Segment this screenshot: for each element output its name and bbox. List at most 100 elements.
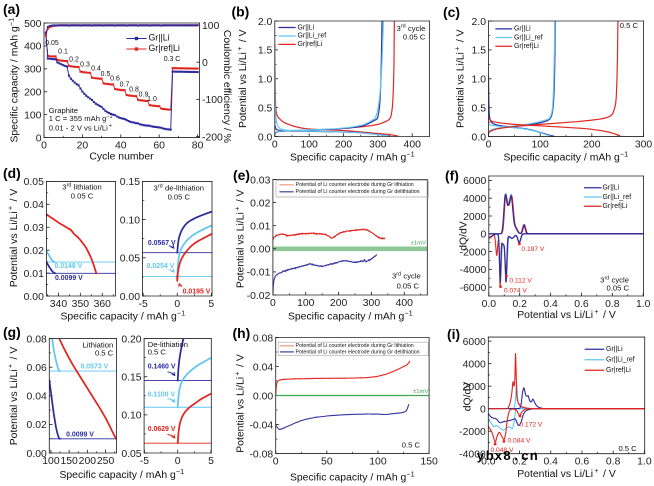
svg-text:0.01: 0.01 bbox=[24, 269, 44, 280]
svg-text:0.08: 0.08 bbox=[27, 334, 47, 345]
svg-text:100: 100 bbox=[531, 139, 549, 150]
svg-text:0.2: 0.2 bbox=[512, 299, 527, 310]
svg-text:0: 0 bbox=[481, 230, 487, 241]
svg-text:Gr||Li_ref: Gr||Li_ref bbox=[514, 34, 543, 41]
svg-text:0.1100 V: 0.1100 V bbox=[148, 392, 176, 399]
svg-text:0: 0 bbox=[41, 140, 47, 151]
svg-text:P o t e n: P o t e n t i a l v s L i / L i / V + bbox=[224, 183, 249, 288]
svg-text:(d): (d) bbox=[3, 165, 21, 181]
svg-text:0.4: 0.4 bbox=[543, 299, 558, 310]
svg-text:0.00: 0.00 bbox=[253, 391, 273, 402]
svg-text:S p e c i: S p e c i f i c c a p a c i t y / m A h … bbox=[0, 16, 23, 143]
svg-text:4000: 4000 bbox=[463, 194, 486, 205]
svg-text:P o t e n: P o t e n t i a l v s L i / L i / V + bbox=[226, 23, 251, 128]
svg-text:0.8: 0.8 bbox=[605, 299, 620, 310]
svg-text:-5: -5 bbox=[139, 299, 148, 310]
svg-text:0.05 C: 0.05 C bbox=[607, 284, 630, 293]
svg-text:200: 200 bbox=[79, 456, 97, 467]
svg-text:S p e c i: S p e c i f i c c a p a c i t y / m A h … bbox=[60, 296, 187, 325]
svg-text:0.0: 0.0 bbox=[482, 299, 497, 310]
svg-text:0.05 C: 0.05 C bbox=[71, 191, 94, 200]
svg-text:0.6: 0.6 bbox=[110, 76, 120, 83]
svg-text:360: 360 bbox=[94, 299, 112, 310]
svg-text:0.0573 V: 0.0573 V bbox=[81, 363, 109, 370]
svg-text:S p e c i: S p e c i f i c c a p a c i t y / m A h … bbox=[59, 454, 186, 483]
svg-text:S p e c i: S p e c i f i c c a p a c i t y / m A h … bbox=[290, 137, 417, 166]
svg-text:0.10: 0.10 bbox=[121, 411, 141, 422]
svg-text:6000: 6000 bbox=[463, 176, 486, 187]
svg-text:0 . 0 1: 0 . 0 1 - 2 V v s L i / L i + bbox=[49, 110, 114, 135]
svg-text:0: 0 bbox=[175, 456, 181, 467]
svg-text:0: 0 bbox=[202, 58, 208, 69]
svg-text:0.02: 0.02 bbox=[27, 420, 47, 431]
svg-text:3 d e -: 3 d e - l i t h i a t i o n r d bbox=[154, 168, 211, 196]
svg-text:0.5 C: 0.5 C bbox=[95, 348, 114, 357]
svg-text:0.15: 0.15 bbox=[121, 373, 141, 384]
svg-text:150: 150 bbox=[60, 456, 78, 467]
svg-text:0.8: 0.8 bbox=[129, 87, 139, 94]
svg-text:P o t e n: P o t e n t i a l v s L i / L i / V + bbox=[0, 183, 22, 288]
svg-text:(h): (h) bbox=[232, 325, 250, 341]
svg-text:1.0: 1.0 bbox=[472, 75, 487, 86]
svg-text:0.2: 0.2 bbox=[69, 57, 79, 64]
svg-text:150: 150 bbox=[420, 456, 438, 467]
svg-text:0.0629 V: 0.0629 V bbox=[148, 426, 176, 433]
svg-text:200: 200 bbox=[583, 139, 601, 150]
svg-text:-200: -200 bbox=[202, 132, 223, 143]
svg-text:0.04: 0.04 bbox=[253, 362, 273, 373]
svg-text:S p e c i: S p e c i f i c c a p a c i t y / m A h … bbox=[290, 457, 417, 486]
svg-text:40: 40 bbox=[115, 140, 127, 151]
svg-text:(i): (i) bbox=[447, 326, 460, 342]
svg-text:0.084 V: 0.084 V bbox=[507, 438, 531, 445]
svg-text:0.9: 0.9 bbox=[139, 92, 149, 99]
svg-text:0.08: 0.08 bbox=[253, 333, 273, 344]
svg-text:0.05: 0.05 bbox=[24, 177, 44, 188]
svg-text:0.05 C: 0.05 C bbox=[168, 193, 191, 202]
svg-text:-4000: -4000 bbox=[459, 449, 486, 460]
svg-text:0.4: 0.4 bbox=[91, 66, 101, 73]
svg-text:0.03: 0.03 bbox=[24, 223, 44, 234]
svg-text:20: 20 bbox=[77, 140, 89, 151]
svg-text:0.00: 0.00 bbox=[250, 245, 270, 256]
svg-text:0.4: 0.4 bbox=[544, 457, 559, 468]
svg-text:0: 0 bbox=[486, 139, 492, 150]
svg-text:.: . bbox=[514, 448, 518, 463]
svg-text:-0.08: -0.08 bbox=[249, 449, 273, 460]
svg-text:0: 0 bbox=[174, 299, 180, 310]
svg-text:400: 400 bbox=[404, 139, 422, 150]
svg-text:80: 80 bbox=[192, 140, 204, 151]
svg-text:(a): (a) bbox=[3, 1, 20, 17]
svg-text:Gr||Li: Gr||Li bbox=[606, 346, 623, 353]
svg-text:(g): (g) bbox=[3, 324, 21, 340]
svg-text:0.6: 0.6 bbox=[575, 457, 590, 468]
svg-text:-0.02: -0.02 bbox=[247, 291, 271, 302]
svg-text:0.05 C: 0.05 C bbox=[397, 281, 420, 290]
svg-text:0.074 V: 0.074 V bbox=[504, 287, 528, 294]
svg-text:0.3: 0.3 bbox=[80, 62, 90, 69]
svg-text:De-lithiation: De-lithiation bbox=[148, 340, 188, 349]
svg-text:Cycle number: Cycle number bbox=[89, 152, 154, 163]
svg-text:3 c y c: 3 c y c l e r d bbox=[397, 8, 432, 36]
svg-text:Gr|ref|Li: Gr|ref|Li bbox=[148, 43, 179, 53]
svg-text:0.0: 0.0 bbox=[258, 132, 273, 143]
svg-text:3 l i t: 3 l i t h i a t i o n r d bbox=[62, 167, 108, 195]
svg-text:300: 300 bbox=[24, 65, 42, 76]
svg-text:0.01: 0.01 bbox=[250, 221, 270, 232]
svg-text:Lithiation: Lithiation bbox=[83, 340, 114, 349]
svg-text:0.1460 V: 0.1460 V bbox=[148, 363, 176, 370]
svg-text:1.0: 1.0 bbox=[636, 299, 651, 310]
svg-text:3 c y c: 3 c y c l e r d bbox=[392, 255, 427, 283]
svg-text:50: 50 bbox=[321, 456, 333, 467]
svg-text:P o t e n: P o t e n t i a l v s L i / L i / V + bbox=[224, 348, 249, 453]
svg-text:y: y bbox=[477, 448, 485, 463]
svg-text:0.5 C: 0.5 C bbox=[148, 347, 167, 356]
svg-text:100: 100 bbox=[369, 456, 387, 467]
svg-text:0.5: 0.5 bbox=[472, 103, 487, 114]
svg-text:0.0254 V: 0.0254 V bbox=[147, 263, 175, 270]
svg-text:0: 0 bbox=[270, 298, 276, 309]
svg-text:x: x bbox=[495, 448, 503, 463]
svg-text:1 C =: 1 C = 3 5 5 m A h g − 1 bbox=[49, 98, 116, 126]
svg-text:6000: 6000 bbox=[463, 337, 486, 348]
svg-text:Gr|ref|Li: Gr|ref|Li bbox=[602, 203, 627, 210]
svg-text:0.03: 0.03 bbox=[250, 175, 270, 186]
